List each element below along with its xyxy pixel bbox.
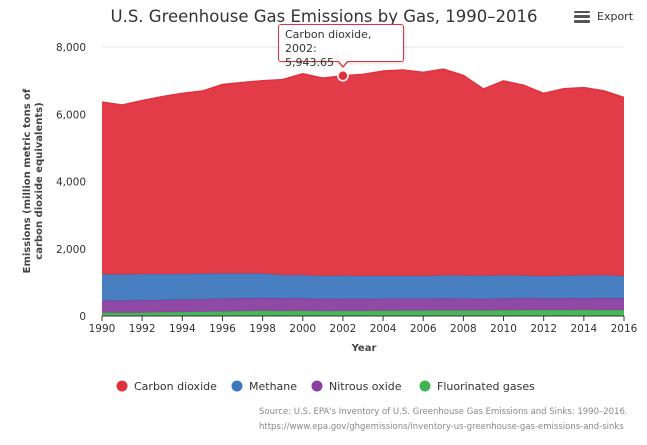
source-note: Source: U.S. EPA's Inventory of U.S. Gre…	[259, 405, 628, 435]
legend-item-methane[interactable]: Methane	[231, 380, 298, 393]
x-tick-label: 1992	[129, 323, 156, 335]
legend-marker	[419, 380, 431, 392]
x-tick-label: 1998	[249, 323, 276, 335]
x-tick-label: 1996	[209, 323, 236, 335]
area-carbon-dioxide[interactable]	[102, 69, 624, 276]
y-tick-label: 0	[79, 311, 86, 323]
export-button[interactable]: Export	[574, 10, 633, 23]
x-tick-label: 2006	[410, 323, 437, 335]
line-carbon-dioxide	[101, 68, 625, 106]
x-tick-label: 2016	[611, 323, 638, 335]
chart-title: U.S. Greenhouse Gas Emissions by Gas, 19…	[111, 7, 538, 26]
plot-areas	[101, 68, 625, 316]
x-tick-label: 2008	[450, 323, 477, 335]
x-tick-label: 1990	[89, 323, 116, 335]
legend-item-fluorinated-gases[interactable]: Fluorinated gases	[419, 380, 536, 393]
legend-marker	[231, 380, 243, 392]
highlight-point[interactable]	[337, 70, 349, 82]
source-line-2[interactable]: https://www.epa.gov/ghgemissions/invento…	[259, 422, 624, 432]
tooltip-pointer-inner	[338, 60, 348, 66]
legend-label: Carbon dioxide	[134, 380, 217, 393]
tooltip-title: Carbon dioxide, 2002:	[285, 28, 372, 55]
x-tick-label: 2010	[490, 323, 517, 335]
legend-item-carbon-dioxide[interactable]: Carbon dioxide	[116, 380, 218, 393]
y-tick-label: 6,000	[56, 109, 86, 121]
x-tick-label: 2014	[570, 323, 597, 335]
x-tick-label: 2004	[370, 323, 397, 335]
x-tick-label: 1994	[169, 323, 196, 335]
legend: Carbon dioxide Methane Nitrous oxide Fluori…	[116, 380, 536, 393]
x-tick-label: 2002	[330, 323, 357, 335]
legend-label: Fluorinated gases	[437, 380, 535, 393]
tooltip: Carbon dioxide, 2002: 5,943.65	[278, 24, 404, 69]
legend-item-nitrous-oxide[interactable]: Nitrous oxide	[311, 380, 402, 393]
y-axis-title-line-1: Emissions (million metric tons of	[22, 88, 33, 273]
export-label: Export	[597, 10, 634, 23]
y-axis-title-line-2: carbon dioxide equivalents)	[34, 102, 45, 259]
legend-marker	[116, 380, 128, 392]
menu-icon	[574, 10, 590, 23]
x-axis: 1990 1992 1994 1996 1998 2000 2002 2004 2006 2008…	[89, 315, 638, 335]
area-nitrous-oxide[interactable]	[102, 298, 624, 313]
y-axis-title: Emissions (million metric tons of carbon…	[22, 88, 45, 273]
legend-label: Nitrous oxide	[329, 380, 402, 393]
source-line-1: Source: U.S. EPA's Inventory of U.S. Gre…	[259, 407, 628, 417]
x-tick-label: 2000	[289, 323, 316, 335]
y-axis: 0 2,000 4,000 6,000 8,000	[56, 42, 86, 323]
y-tick-label: 4,000	[56, 177, 86, 189]
y-tick-label: 8,000	[56, 42, 86, 54]
x-tick-label: 2012	[530, 323, 557, 335]
y-tick-label: 2,000	[56, 244, 86, 256]
legend-marker	[311, 380, 323, 392]
area-methane[interactable]	[102, 273, 624, 301]
legend-label: Methane	[249, 380, 297, 393]
x-axis-title: Year	[351, 343, 377, 354]
highlight-marker	[337, 70, 349, 82]
tooltip-value: 5,943.65	[285, 56, 334, 69]
